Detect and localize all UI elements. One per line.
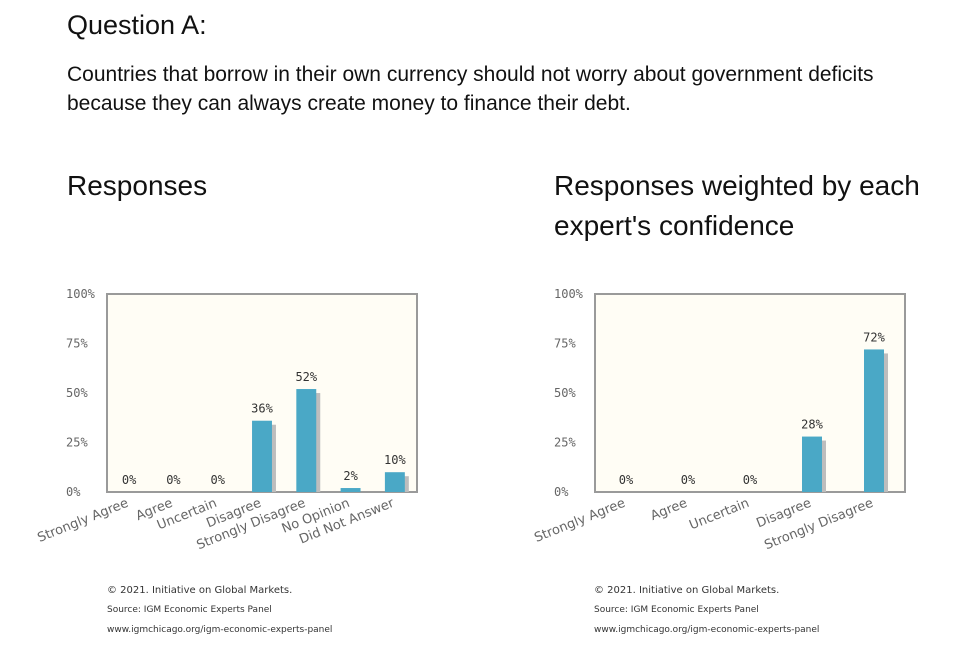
x-tick-label: Agree bbox=[648, 496, 689, 524]
plot-area bbox=[594, 293, 906, 493]
footer-url[interactable]: www.igmchicago.org/igm-economic-experts-… bbox=[107, 625, 333, 635]
data-label: 2% bbox=[343, 469, 358, 483]
data-label: 0% bbox=[743, 473, 758, 487]
y-tick-label: 50% bbox=[554, 386, 576, 400]
data-label: 52% bbox=[295, 370, 317, 384]
y-tick-label: 25% bbox=[66, 436, 88, 450]
y-tick-label: 100% bbox=[66, 287, 96, 301]
weighted-responses-chart: 0%25%50%75%100%0%Strongly Agree0%Agree0%… bbox=[532, 287, 906, 553]
y-tick-label: 0% bbox=[554, 485, 569, 499]
footer-url[interactable]: www.igmchicago.org/igm-economic-experts-… bbox=[594, 625, 820, 635]
footer-source: Source: IGM Economic Experts Panel bbox=[107, 605, 272, 615]
bar-disagree bbox=[252, 420, 272, 492]
bar-did-not-answer bbox=[384, 472, 405, 492]
footer-copyright: © 2021. Initiative on Global Markets. bbox=[594, 585, 780, 596]
responses-chart: 0%25%50%75%100%0%Strongly Agree0%Agree0%… bbox=[36, 287, 418, 553]
y-tick-label: 50% bbox=[66, 386, 88, 400]
y-tick-label: 75% bbox=[554, 337, 576, 351]
x-tick-label: Uncertain bbox=[687, 496, 751, 534]
data-label: 10% bbox=[384, 453, 406, 467]
data-label: 0% bbox=[166, 473, 181, 487]
data-label: 72% bbox=[863, 330, 885, 344]
data-label: 28% bbox=[801, 418, 823, 432]
question-text: Countries that borrow in their own curre… bbox=[67, 63, 874, 115]
bar-strongly-disagree bbox=[296, 389, 317, 492]
data-label: 0% bbox=[681, 473, 696, 487]
chart-title-weighted: Responses weighted by each expert's conf… bbox=[554, 170, 920, 241]
x-tick-label: Strongly Agree bbox=[532, 496, 627, 546]
question-title: Question A: bbox=[67, 10, 207, 40]
chart-title-responses: Responses bbox=[67, 170, 208, 201]
data-label: 0% bbox=[122, 473, 137, 487]
y-tick-label: 100% bbox=[554, 287, 584, 301]
data-label: 0% bbox=[619, 473, 634, 487]
data-label: 0% bbox=[210, 473, 225, 487]
y-tick-label: 75% bbox=[66, 337, 88, 351]
footer-copyright: © 2021. Initiative on Global Markets. bbox=[107, 585, 293, 596]
y-tick-label: 25% bbox=[554, 436, 576, 450]
y-tick-label: 0% bbox=[66, 485, 81, 499]
footer-source: Source: IGM Economic Experts Panel bbox=[594, 605, 759, 615]
x-tick-label: Strongly Disagree bbox=[762, 496, 875, 553]
x-tick-label: Strongly Agree bbox=[36, 496, 131, 546]
bar-disagree bbox=[802, 436, 822, 492]
bar-no-opinion bbox=[340, 488, 361, 492]
data-label: 36% bbox=[251, 402, 273, 416]
bar-strongly-disagree bbox=[864, 349, 884, 492]
